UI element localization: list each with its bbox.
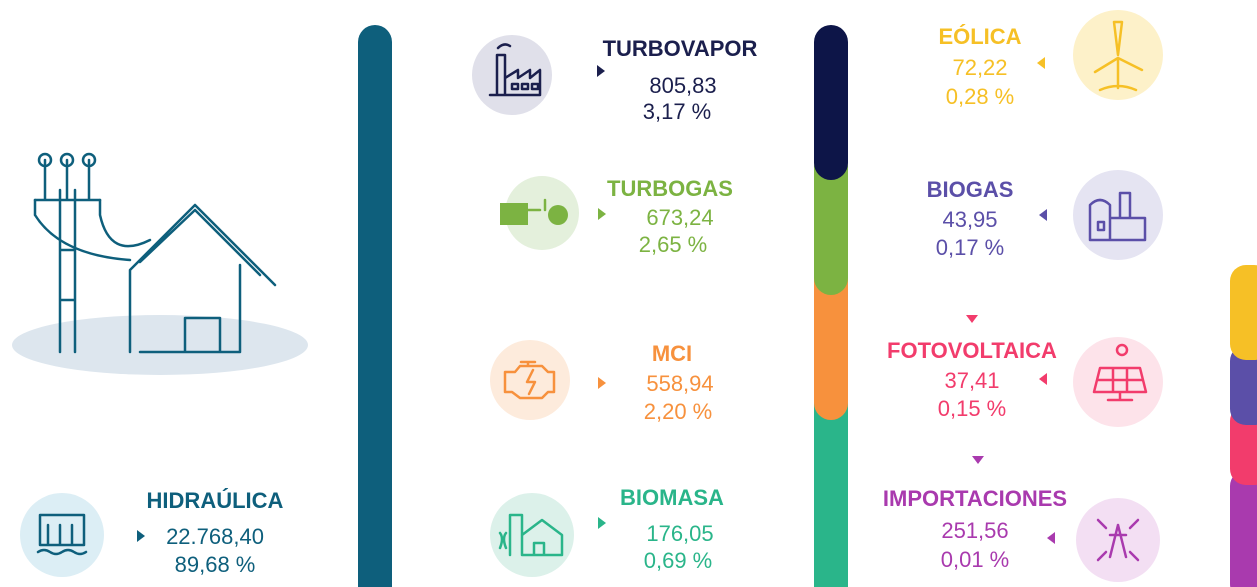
infographic: HIDRAÚLICA 22.768,40 89,68 % TURBOVAPOR … [0,0,1257,587]
arrows [137,57,1055,544]
source-value: 176,05 [646,521,713,546]
source-value: 43,95 [942,207,997,232]
source-percent: 0,28 % [946,84,1015,109]
source-name: FOTOVOLTAICA [887,338,1057,363]
source-percent: 0,01 % [941,547,1010,572]
renewable-bar [1230,265,1257,587]
source-name: MCI [652,341,692,366]
source-name: EÓLICA [938,24,1021,49]
source-value: 72,22 [952,55,1007,80]
source-name: HIDRAÚLICA [147,488,284,513]
source-name: TURBOGAS [607,176,733,201]
source-value: 673,24 [646,205,713,230]
house-illustration [12,154,308,375]
thermal-bar [814,25,848,587]
source-percent: 2,65 % [639,232,708,257]
source-value: 805,83 [649,73,716,98]
source-value: 558,94 [646,371,713,396]
source-name: BIOMASA [620,485,724,510]
source-value: 251,56 [941,518,1008,543]
source-value: 37,41 [944,368,999,393]
source-percent: 0,17 % [936,235,1005,260]
source-percent: 89,68 % [175,552,256,577]
source-name: IMPORTACIONES [883,486,1067,511]
labels: HIDRAÚLICA 22.768,40 89,68 % TURBOVAPOR … [147,24,1068,577]
source-percent: 2,20 % [644,399,713,424]
source-percent: 3,17 % [643,99,712,124]
source-value: 22.768,40 [166,524,264,549]
main-bar [358,25,392,587]
source-name: TURBOVAPOR [603,36,758,61]
source-percent: 0,15 % [938,396,1007,421]
source-percent: 0,69 % [644,548,713,573]
source-name: BIOGAS [927,177,1014,202]
